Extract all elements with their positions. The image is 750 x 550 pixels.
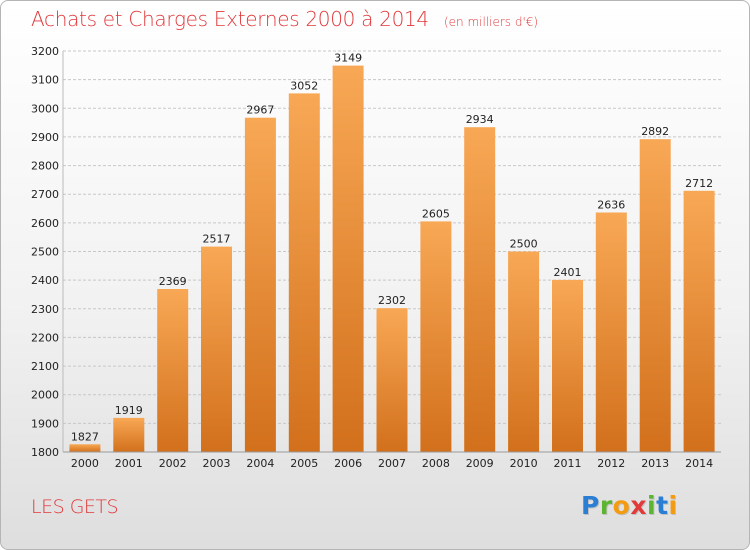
y-tick-label: 2700 xyxy=(31,188,59,201)
bar xyxy=(595,212,627,452)
bar xyxy=(157,289,189,452)
y-tick-label: 2800 xyxy=(31,160,59,173)
bar-value-label: 2967 xyxy=(246,104,274,117)
x-tick-label: 2011 xyxy=(554,457,582,470)
bar xyxy=(508,251,540,452)
bar xyxy=(244,117,276,452)
logo-letter: i xyxy=(647,491,657,520)
bar xyxy=(639,139,671,452)
logo-letter: P xyxy=(581,491,600,520)
bar-value-label: 2302 xyxy=(378,294,406,307)
bar-value-label: 3149 xyxy=(334,52,362,65)
bar-value-label: 3052 xyxy=(290,79,318,92)
x-tick-label: 2005 xyxy=(290,457,318,470)
y-tick-label: 2300 xyxy=(31,303,59,316)
x-tick-label: 2006 xyxy=(334,457,362,470)
x-tick-label: 2004 xyxy=(246,457,274,470)
bar-value-label: 2500 xyxy=(510,238,538,251)
chart-title: Achats et Charges Externes 2000 à 2014 (… xyxy=(31,7,538,31)
x-tick-label: 2008 xyxy=(422,457,450,470)
bar xyxy=(113,417,145,452)
bar xyxy=(288,93,320,453)
y-tick-label: 1900 xyxy=(31,417,59,430)
x-tick-label: 2010 xyxy=(510,457,538,470)
x-tick-label: 2012 xyxy=(597,457,625,470)
x-tick-label: 2000 xyxy=(71,457,99,470)
title-text: Achats et Charges Externes 2000 à 2014 xyxy=(31,7,429,31)
y-tick-label: 2100 xyxy=(31,360,59,373)
bar-value-label: 1919 xyxy=(115,404,143,417)
y-tick-label: 2400 xyxy=(31,274,59,287)
y-tick-label: 3000 xyxy=(31,102,59,115)
bar-value-label: 2369 xyxy=(159,275,187,288)
bar xyxy=(376,308,408,452)
proxiti-logo: Proxiti xyxy=(581,491,678,520)
x-tick-label: 2009 xyxy=(466,457,494,470)
y-tick-label: 2500 xyxy=(31,246,59,259)
logo-letter: o xyxy=(612,491,631,520)
bar-value-label: 2636 xyxy=(597,199,625,212)
x-tick-label: 2001 xyxy=(115,457,143,470)
bar xyxy=(552,279,583,452)
x-tick-label: 2013 xyxy=(641,457,669,470)
logo-letter: i xyxy=(668,491,678,520)
bar-value-label: 2892 xyxy=(641,125,669,138)
logo-letter: r xyxy=(599,491,613,520)
x-tick-label: 2003 xyxy=(203,457,231,470)
y-tick-label: 3100 xyxy=(31,74,59,87)
logo-letter: x xyxy=(630,491,647,520)
bar-value-label: 2401 xyxy=(554,266,582,279)
bar xyxy=(683,190,715,453)
y-tick-label: 1800 xyxy=(31,446,59,459)
bar-value-label: 2517 xyxy=(203,233,231,246)
y-tick-label: 2000 xyxy=(31,389,59,402)
logo-letter: t xyxy=(656,491,669,520)
y-tick-label: 2200 xyxy=(31,331,59,344)
bar xyxy=(420,221,452,452)
bar-value-label: 2712 xyxy=(685,177,713,190)
bar-value-label: 2934 xyxy=(466,113,494,126)
y-tick-label: 3200 xyxy=(31,45,59,58)
bar xyxy=(332,65,364,452)
bar xyxy=(464,127,496,452)
x-tick-label: 2007 xyxy=(378,457,406,470)
y-tick-label: 2900 xyxy=(31,131,59,144)
bar-value-label: 1827 xyxy=(71,430,99,443)
commune-name: LES GETS xyxy=(31,496,119,518)
bar xyxy=(201,246,232,452)
x-tick-label: 2002 xyxy=(159,457,187,470)
x-tick-label: 2014 xyxy=(685,457,713,470)
unit-text: (en milliers d'€) xyxy=(443,15,539,29)
bar-value-label: 2605 xyxy=(422,207,450,220)
axes: 1800 1900 2000 2100 2200 2300 2400 2500 2600 2700… xyxy=(31,45,721,470)
y-tick-label: 2600 xyxy=(31,217,59,230)
bar xyxy=(69,444,101,452)
bars: 1827 1919 2369 2517 2967 3052 3149 2302 2605 2934… xyxy=(69,52,715,453)
